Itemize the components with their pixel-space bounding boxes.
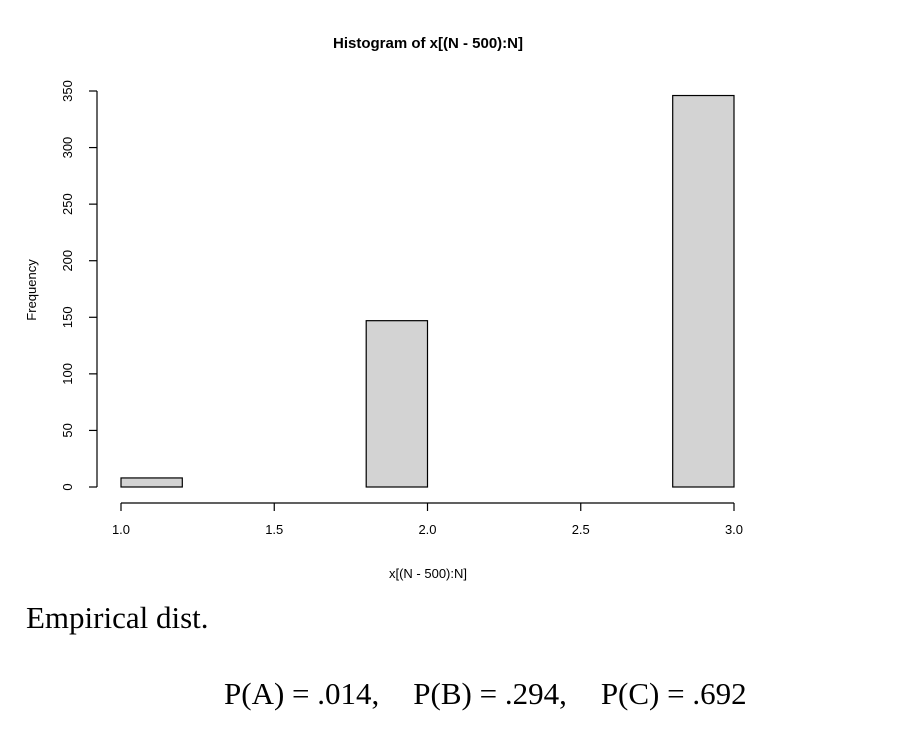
x-tick-label: 2.5: [572, 522, 590, 537]
y-axis-label: Frequency: [24, 259, 39, 321]
histogram-bar: [365, 320, 429, 488]
chart-title: Histogram of x[(N - 500):N]: [333, 35, 523, 52]
y-axis: 0 50 100 150 200 250 300 350: [60, 80, 98, 491]
y-tick-label: 50: [60, 423, 75, 437]
histogram-bar: [672, 94, 735, 488]
y-tick-label: 100: [60, 363, 75, 385]
probability-b: P(B) = .294,: [413, 676, 567, 711]
y-tick-label: 250: [60, 193, 75, 215]
probability-c: P(C) = .692: [600, 676, 747, 711]
y-tick-label: 200: [60, 250, 75, 272]
y-tick-label: 350: [60, 80, 75, 102]
y-tick-label: 150: [60, 306, 75, 328]
x-axis-label: x[(N - 500):N]: [389, 566, 467, 581]
bars: [120, 94, 735, 488]
probability-formula: P(A) = .014, P(B) = .294, P(C) = .692: [224, 676, 747, 712]
y-tick-label: 300: [60, 137, 75, 159]
x-tick-label: 1.5: [265, 522, 283, 537]
x-tick-label: 1.0: [112, 522, 130, 537]
caption: Empirical dist.: [26, 600, 209, 635]
x-tick-label: 3.0: [725, 522, 743, 537]
x-tick-label: 2.0: [418, 522, 436, 537]
y-tick-label: 0: [60, 483, 75, 490]
histogram-bar: [120, 477, 183, 488]
probability-a: P(A) = .014,: [224, 676, 380, 711]
x-axis: 1.0 1.5 2.0 2.5 3.0: [112, 502, 743, 537]
histogram-chart: Histogram of x[(N - 500):N] 1.0 1.5 2.0 2.5…: [24, 35, 743, 581]
